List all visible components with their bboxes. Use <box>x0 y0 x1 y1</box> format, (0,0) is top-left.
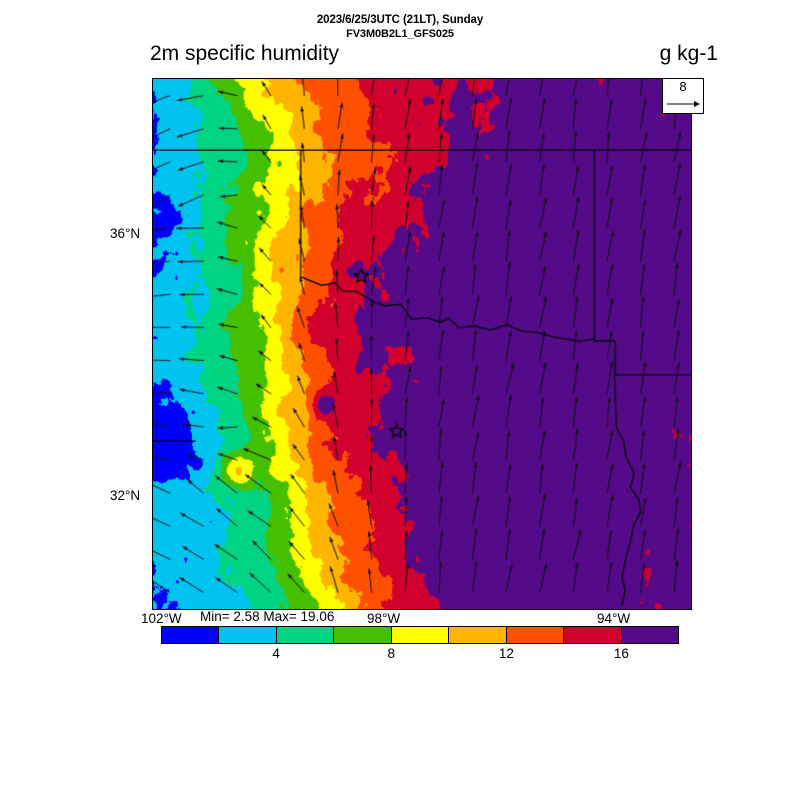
lon-label-94w: 94°W <box>597 611 631 626</box>
lat-label-32n: 32°N <box>110 488 141 503</box>
colorbar-tick-4: 4 <box>272 646 280 661</box>
colorbar-segment-7 <box>564 627 622 643</box>
colorbar-tick-16: 16 <box>613 646 629 661</box>
wind-legend-value: 8 <box>679 79 687 94</box>
lon-label-98w: 98°W <box>367 611 401 626</box>
colorbar-tick-12: 12 <box>498 646 514 661</box>
colorbar-segment-2 <box>276 627 335 643</box>
colorbar-segment-3 <box>334 627 392 643</box>
colorbar-tick-8: 8 <box>387 646 395 661</box>
map-plot-area <box>152 78 692 610</box>
title-model-id: FV3M0B2L1_GFS025 <box>346 28 454 40</box>
wind-vector-reference-arrow <box>667 101 700 107</box>
colorbar <box>161 626 679 644</box>
colorbar-segment-4 <box>391 627 450 643</box>
lon-label-102w: 102°W <box>141 611 182 626</box>
humidity-field-canvas <box>153 79 691 609</box>
colorbar-segment-8 <box>621 627 678 643</box>
colorbar-segment-0 <box>162 627 220 643</box>
colorbar-segment-6 <box>506 627 565 643</box>
colorbar-segment-1 <box>219 627 277 643</box>
colorbar-segment-5 <box>449 627 507 643</box>
min-max-annotation: Min= 2.58 Max= 19.06 <box>200 609 335 624</box>
units-label: g kg-1 <box>659 42 718 65</box>
wind-vector-legend: 8 <box>662 78 704 114</box>
title-datetime: 2023/6/25/3UTC (21LT), Sunday <box>316 14 484 26</box>
lat-label-36n: 36°N <box>110 226 141 241</box>
page-title: 2m specific humidity <box>150 42 340 65</box>
